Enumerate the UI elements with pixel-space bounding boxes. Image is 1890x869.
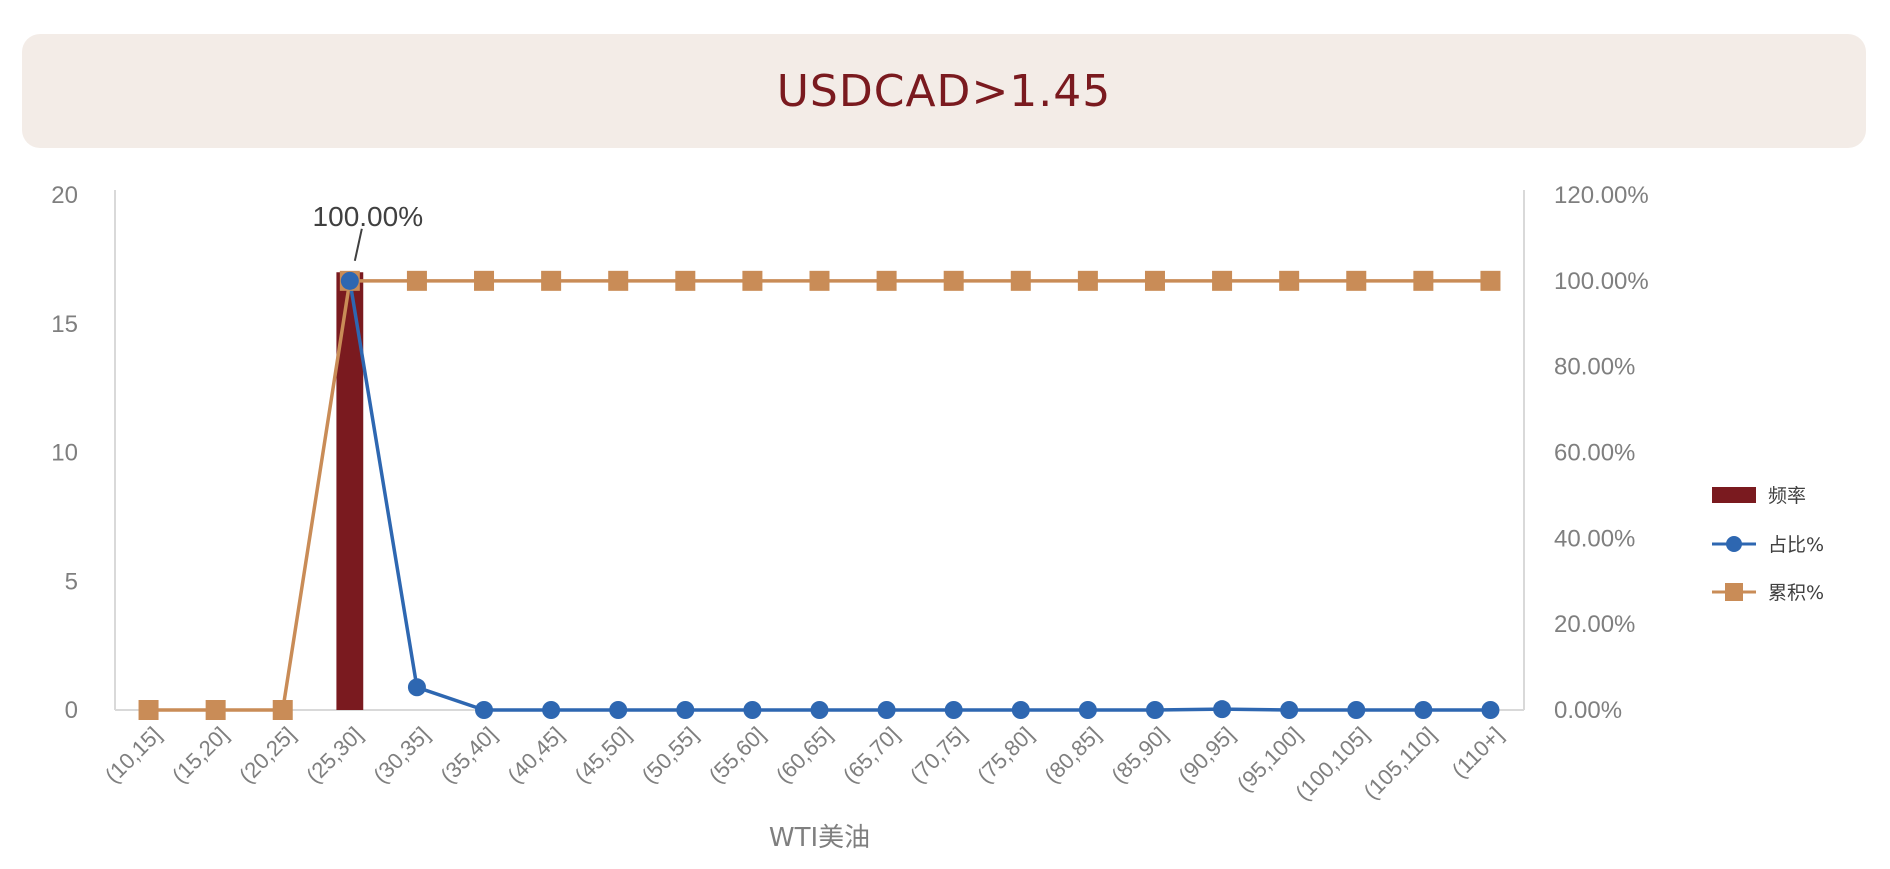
x-tick-label: (80,85] [1039,722,1105,788]
x-tick-label: (105,110] [1359,722,1441,804]
ratio-point [340,271,359,290]
ratio-point [407,678,426,697]
x-tick-label: (25,30] [301,722,367,788]
ratio-point [1213,700,1232,719]
left-tick-label: 10 [51,440,78,467]
ratio-point [475,701,494,719]
legend-marker-ratio [1726,536,1742,552]
x-tick-label: (65,70] [838,722,904,788]
cumulative-point [608,270,629,291]
left-tick-label: 15 [51,311,78,338]
x-tick-label: (110+] [1447,722,1508,783]
ratio-point [877,701,896,719]
right-tick-label: 0.00% [1554,697,1622,724]
right-tick-label: 60.00% [1554,440,1635,467]
cumulative-point [205,700,226,720]
annotation-leader [353,228,363,262]
x-tick-label: (90,95] [1173,722,1239,788]
cumulative-point [876,270,897,291]
x-tick-label: (55,60] [704,722,770,788]
cumulative-point [474,270,495,291]
x-tick-label: (50,55] [637,722,703,788]
right-tick-label: 80.00% [1554,354,1635,381]
x-tick-label: (15,20] [167,722,233,788]
data-label: 100.00% [313,201,424,232]
x-tick-label: (85,90] [1106,722,1172,788]
right-tick-label: 100.00% [1554,268,1649,295]
x-axis-title: WTI美油 [769,823,870,853]
cumulative-point [1413,270,1434,291]
legend-label: 频率 [1768,485,1806,507]
cumulative-point [138,700,159,720]
x-tick-label: (35,40] [435,722,501,788]
legend-marker-cumulative [1725,583,1743,601]
x-tick-label: (10,15] [100,722,166,788]
x-tick-label: (75,80] [972,722,1038,788]
ratio-point [1145,701,1164,719]
cumulative-point [1212,270,1233,291]
legend-label: 占比% [1768,534,1824,556]
cumulative-point [1077,270,1098,291]
right-tick-label: 40.00% [1554,525,1635,552]
left-tick-label: 20 [51,182,78,209]
ratio-point [1414,701,1433,719]
cumulative-point [1144,270,1165,291]
cumulative-point [1346,270,1367,291]
cumulative-point [406,270,427,291]
cumulative-point [1480,270,1501,291]
right-tick-label: 120.00% [1554,182,1649,209]
left-tick-label: 0 [65,697,78,724]
ratio-point [810,701,829,719]
chart-title: USDCAD>1.45 [776,65,1112,117]
x-tick-label: (45,50] [570,722,636,788]
ratio-point [1078,701,1097,719]
ratio-point [743,701,762,719]
cumulative-point [1010,270,1031,291]
ratio-point [1347,701,1366,719]
cumulative-point [675,270,696,291]
chart-title-bar: USDCAD>1.45 [22,34,1866,148]
left-tick-label: 5 [65,568,78,595]
cumulative-point [541,270,562,291]
ratio-point [944,701,963,719]
x-tick-label: (40,45] [503,722,569,788]
legend-swatch-frequency [1712,487,1756,503]
cumulative-point [742,270,763,291]
legend-label: 累积% [1768,582,1824,604]
cumulative-point [943,270,964,291]
right-tick-label: 20.00% [1554,611,1635,638]
cumulative-point [809,270,830,291]
ratio-point [676,701,695,719]
x-tick-label: (30,35] [368,722,434,788]
cumulative-point [1279,270,1300,291]
ratio-point [542,701,561,719]
cumulative-point [272,700,293,720]
line-ratio [348,280,1491,712]
x-tick-label: (70,75] [905,722,971,788]
x-tick-label: (60,65] [771,722,837,788]
ratio-point [609,701,628,719]
ratio-point [1280,701,1299,719]
ratio-point [1481,701,1500,719]
x-tick-label: (20,25] [234,722,300,788]
ratio-point [1011,701,1030,719]
x-tick-label: (100,105] [1290,722,1373,805]
